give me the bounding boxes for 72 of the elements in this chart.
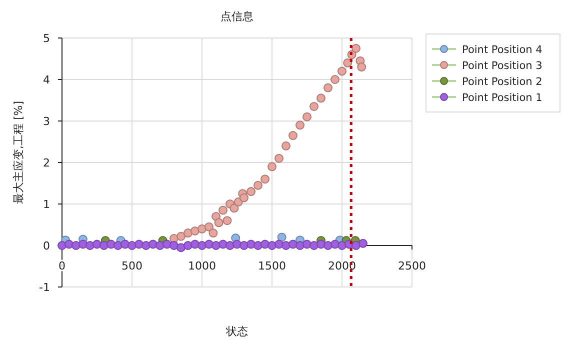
y-tick-label: -1: [39, 281, 50, 294]
point: [358, 238, 368, 248]
point: [240, 193, 248, 202]
x-tick-label: 2000: [328, 260, 356, 272]
point: [214, 218, 224, 228]
point: [100, 241, 108, 250]
point: [222, 216, 232, 226]
point: [114, 241, 122, 250]
y-tick-label: 5: [43, 32, 50, 45]
point: [240, 241, 248, 250]
point: [277, 232, 286, 242]
point: [218, 206, 228, 215]
point: [282, 141, 290, 150]
point: [296, 120, 304, 130]
point: [198, 224, 206, 234]
point: [156, 241, 164, 250]
point: [260, 174, 270, 184]
point: [338, 241, 346, 250]
point: [357, 62, 366, 72]
point: [142, 241, 150, 250]
x-tick-label: 1500: [258, 260, 286, 272]
point: [184, 228, 192, 238]
point: [296, 241, 304, 250]
y-tick-label: 2: [43, 156, 50, 170]
point: [338, 66, 346, 76]
x-tick-label: 500: [122, 260, 142, 272]
point: [316, 94, 326, 103]
point: [343, 58, 352, 68]
point: [184, 241, 192, 250]
legend-label: Point Position 1: [462, 92, 542, 104]
point: [254, 241, 262, 250]
legend-label: Point Position 3: [462, 60, 542, 72]
point: [190, 226, 200, 236]
point: [310, 102, 318, 111]
point: [352, 241, 360, 250]
legend-label: Point Position 4: [462, 44, 543, 56]
x-axis-title: 状态: [225, 325, 248, 338]
point: [204, 222, 214, 232]
point: [254, 180, 262, 190]
x-tick-label: 2500: [398, 260, 426, 272]
point: [198, 241, 206, 250]
point: [170, 241, 178, 250]
point: [72, 241, 80, 250]
point: [208, 228, 218, 238]
legend-label: Point Position 2: [462, 76, 542, 88]
point: [268, 241, 276, 250]
x-tick-label: 1000: [188, 260, 216, 272]
y-tick-label: 1: [43, 198, 50, 211]
point: [58, 241, 66, 250]
point: [302, 112, 312, 122]
point: [352, 44, 360, 53]
point: [176, 243, 186, 252]
point: [176, 232, 186, 241]
point: [246, 187, 256, 196]
point: [324, 241, 332, 250]
point: [274, 154, 284, 163]
point: [226, 241, 234, 250]
point: [128, 241, 136, 250]
point: [282, 241, 290, 250]
y-tick-label: 0: [43, 240, 50, 252]
point: [310, 241, 318, 250]
point: [230, 204, 239, 213]
point: [330, 75, 340, 84]
point: [86, 241, 94, 250]
point: [212, 241, 220, 250]
point: [288, 131, 298, 140]
y-tick-label: 3: [43, 115, 50, 128]
y-tick-label: 4: [43, 74, 50, 86]
point: [268, 162, 276, 172]
y-axis-title: 最大主应变,工程 [%]: [12, 100, 25, 204]
point: [324, 83, 332, 92]
chart-title: 点信息: [220, 10, 254, 23]
